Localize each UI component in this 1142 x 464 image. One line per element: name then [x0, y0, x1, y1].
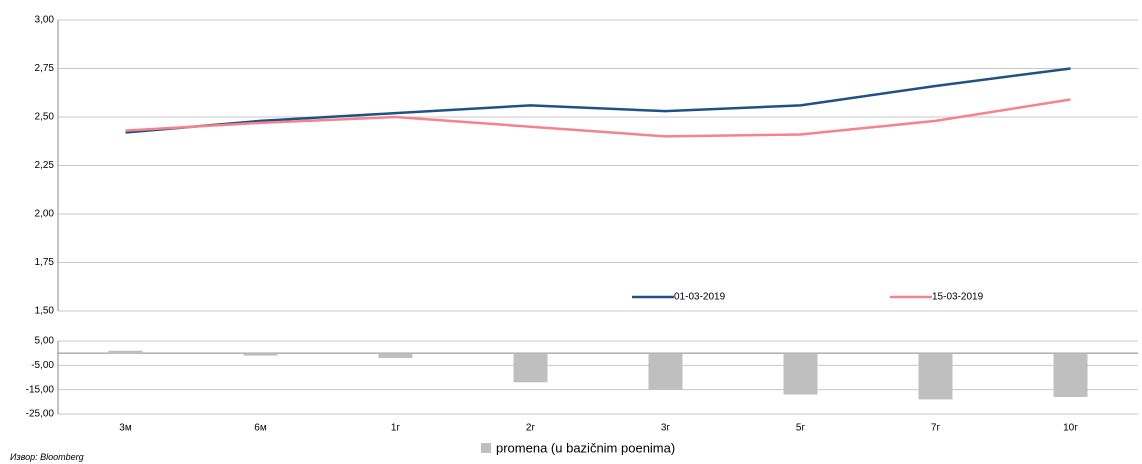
x-tick-label: 2г	[526, 423, 536, 434]
legend-label: 01-03-2019	[674, 292, 726, 303]
source-name: Bloomberg	[40, 452, 84, 462]
x-tick-label: 7г	[931, 423, 941, 434]
y-tick-label: 1,75	[35, 257, 55, 268]
y-tick-label: -5,00	[31, 360, 54, 371]
source: Извор: Bloomberg	[10, 452, 84, 462]
line	[125, 98, 1071, 138]
source-label: Извор:	[10, 452, 38, 462]
x-tick-label: 6м	[254, 423, 267, 434]
y-tick-label: -15,00	[26, 384, 55, 395]
y-tick-label: 3,00	[35, 15, 55, 26]
bar	[108, 350, 143, 354]
y-tick-label: 2,00	[35, 209, 55, 220]
bar	[378, 353, 413, 359]
bar	[243, 353, 278, 356]
y-tick-label: 1,50	[35, 306, 55, 317]
bar	[513, 353, 548, 383]
bar	[1053, 353, 1088, 397]
y-tick-label: 2,25	[35, 160, 55, 171]
x-tick-label: 1г	[391, 423, 401, 434]
legend-swatch	[481, 443, 491, 453]
line	[125, 67, 1071, 134]
legend-label: promena (u bazičnim poenima)	[496, 440, 675, 455]
y-tick-label: 2,50	[35, 112, 55, 123]
y-tick-label: 5,00	[35, 336, 55, 347]
x-tick-label: 10г	[1063, 423, 1078, 434]
x-tick-label: 5г	[796, 423, 806, 434]
legend-label: 15-03-2019	[932, 292, 984, 303]
y-tick-label: 2,75	[35, 63, 55, 74]
x-tick-label: 3м	[119, 423, 132, 434]
y-tick-label: -25,00	[26, 409, 55, 420]
bar	[648, 353, 683, 390]
x-tick-label: 3г	[661, 423, 671, 434]
bar	[783, 353, 818, 395]
bar	[918, 353, 953, 400]
